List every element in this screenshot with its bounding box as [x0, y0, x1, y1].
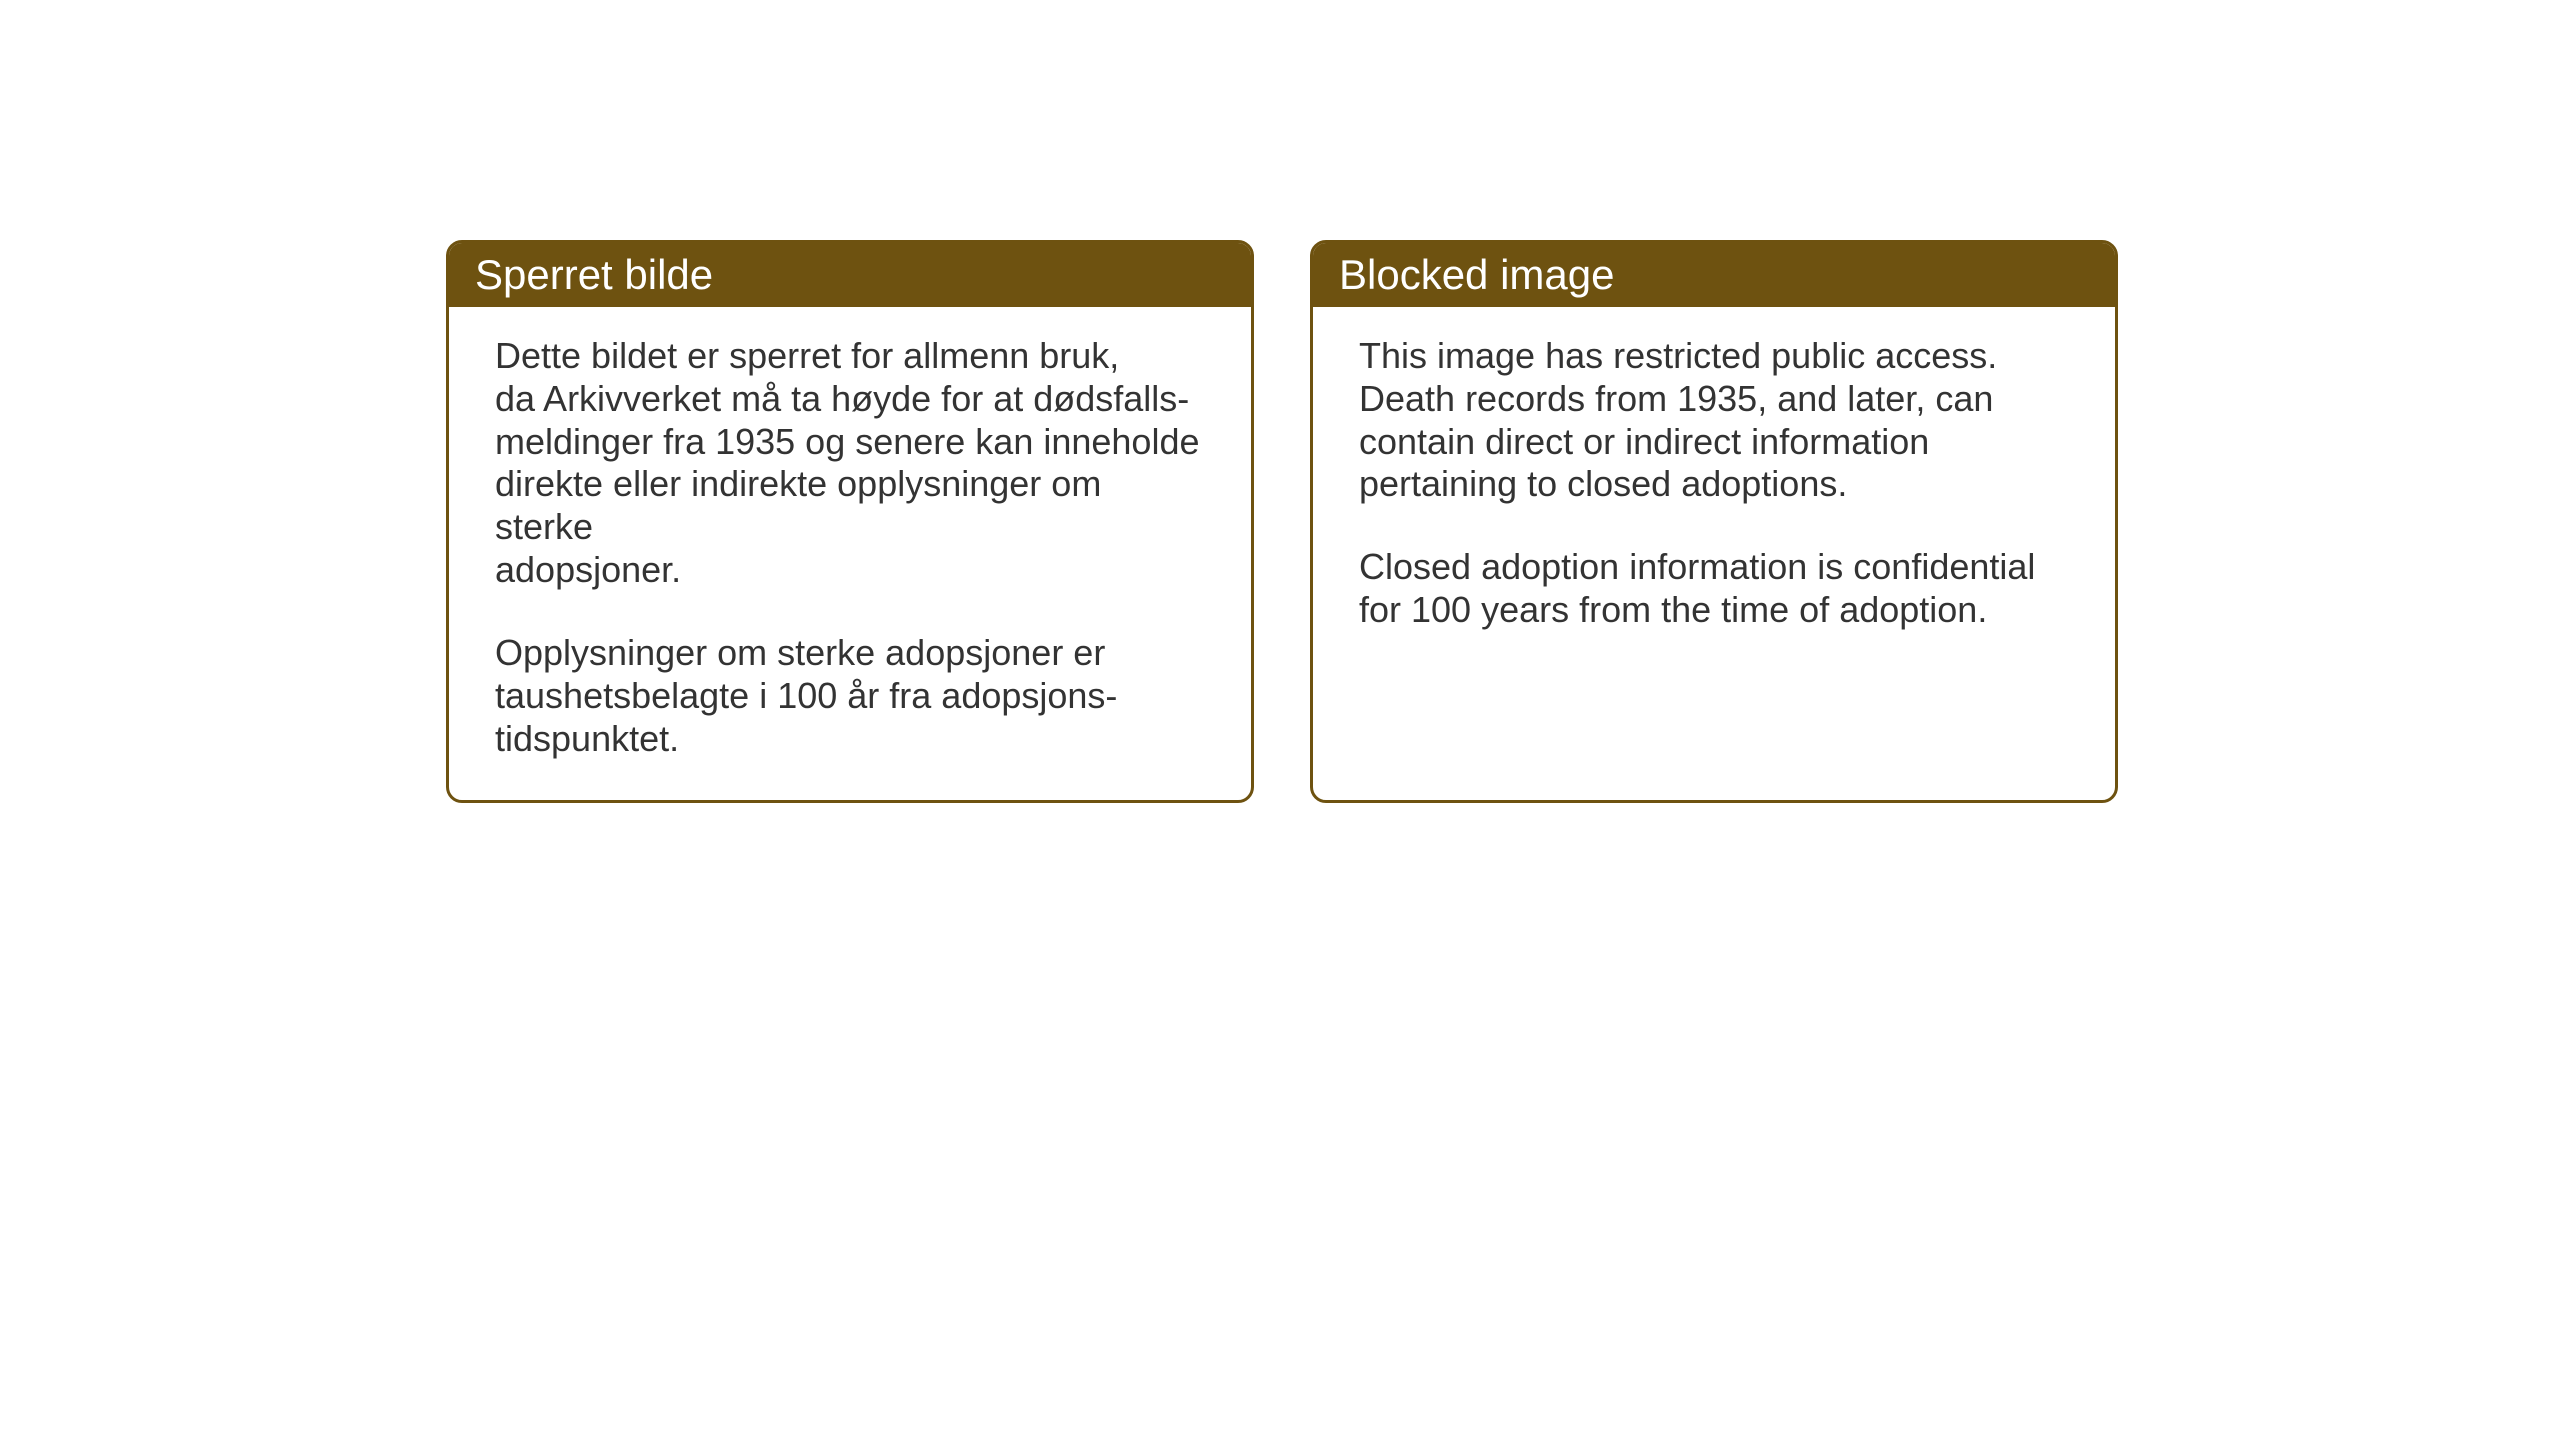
english-notice-card: Blocked image This image has restricted …	[1310, 240, 2118, 803]
english-card-title: Blocked image	[1313, 243, 2115, 307]
norwegian-paragraph-1: Dette bildet er sperret for allmenn bruk…	[495, 335, 1205, 592]
notice-container: Sperret bilde Dette bildet er sperret fo…	[446, 240, 2118, 803]
norwegian-paragraph-2: Opplysninger om sterke adopsjoner er tau…	[495, 632, 1205, 760]
english-paragraph-2: Closed adoption information is confident…	[1359, 546, 2069, 632]
norwegian-card-body: Dette bildet er sperret for allmenn bruk…	[449, 307, 1251, 800]
norwegian-notice-card: Sperret bilde Dette bildet er sperret fo…	[446, 240, 1254, 803]
english-card-body: This image has restricted public access.…	[1313, 307, 2115, 747]
english-paragraph-1: This image has restricted public access.…	[1359, 335, 2069, 506]
norwegian-card-title: Sperret bilde	[449, 243, 1251, 307]
